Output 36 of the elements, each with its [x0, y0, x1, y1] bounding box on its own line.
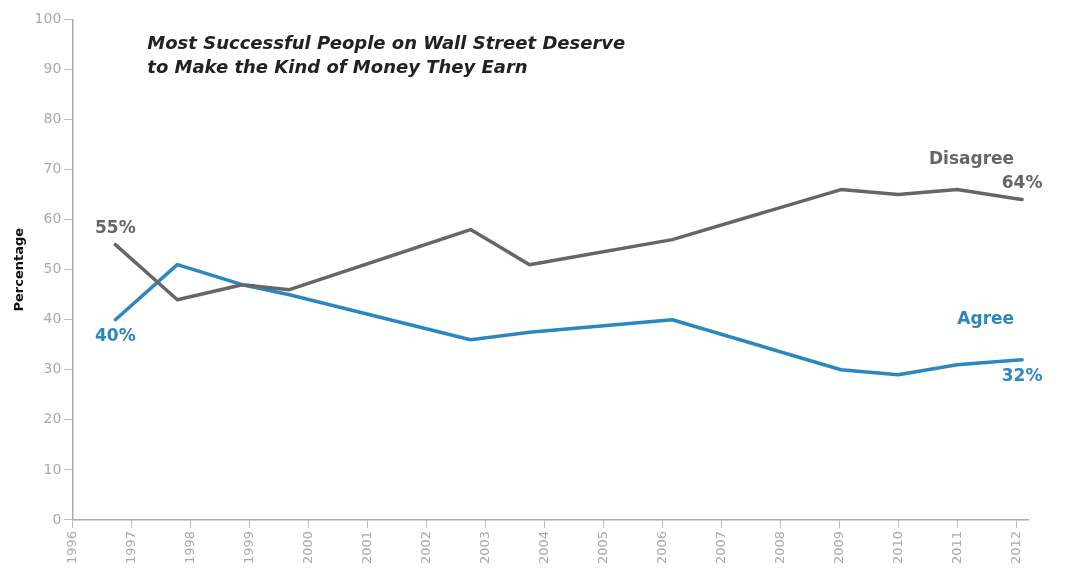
y-tick-label: 30	[43, 360, 62, 377]
x-tick-label: 2003	[476, 530, 492, 565]
series-label: Agree	[957, 307, 1015, 328]
x-tick-label: 2005	[594, 530, 610, 565]
x-tick-label: 2006	[653, 530, 669, 565]
y-tick-label: 10	[43, 460, 62, 477]
data-label: 55%	[95, 216, 136, 237]
data-label: 64%	[1001, 171, 1043, 192]
y-axis-title: Percentage	[11, 227, 27, 312]
data-label: 32%	[1001, 364, 1043, 385]
y-tick-label: 80	[43, 110, 62, 127]
y-tick-label: 0	[52, 510, 62, 527]
y-tick-label: 40	[43, 310, 62, 327]
y-tick-label: 100	[34, 10, 62, 27]
x-tick-label: 1999	[240, 530, 256, 565]
x-tick-label: 2009	[830, 530, 846, 565]
data-label: 40%	[95, 324, 136, 345]
y-tick-label: 50	[43, 260, 62, 277]
x-tick-label: 2011	[948, 530, 964, 565]
x-tick-label: 1996	[63, 530, 79, 565]
y-tick-label: 60	[43, 210, 62, 227]
x-tick-label: 2010	[889, 530, 905, 565]
x-tick-label: 2004	[535, 530, 551, 565]
text: Most Successful People on Wall Street Deserve to Make the Kind of Money They Earn	[147, 32, 626, 78]
x-tick-label: 2000	[299, 530, 315, 565]
series-label: Disagree	[928, 147, 1015, 168]
x-tick-label: 2008	[771, 530, 787, 565]
x-tick-label: 2001	[358, 530, 374, 565]
y-tick-label: 70	[43, 160, 62, 177]
x-tick-label: 2002	[417, 530, 433, 565]
x-tick-label: 1997	[122, 530, 138, 565]
x-tick-label: 2012	[1007, 530, 1023, 565]
x-tick-label: 2007	[712, 530, 728, 565]
y-tick-label: 90	[43, 60, 62, 77]
x-tick-label: 1998	[181, 530, 197, 565]
y-tick-label: 20	[43, 410, 62, 427]
